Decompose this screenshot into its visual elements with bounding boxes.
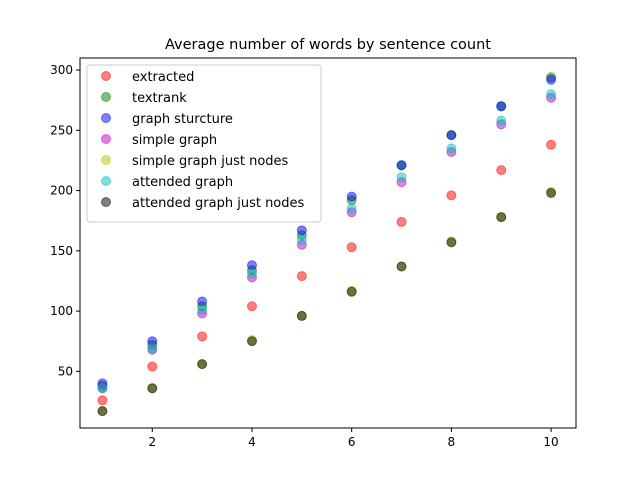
data-point (147, 343, 158, 354)
data-point (296, 310, 307, 321)
legend-box (86, 64, 322, 223)
legend-label: extracted (132, 70, 194, 85)
legend: extracted textrank graph sturcture simple g… (86, 64, 322, 223)
legend-marker (101, 176, 111, 186)
data-point (246, 260, 257, 271)
data-point (197, 304, 208, 315)
data-point (546, 74, 557, 85)
data-point (246, 268, 257, 279)
data-point (296, 234, 307, 245)
y-tick-label: 300 (50, 63, 73, 77)
data-point (396, 261, 407, 272)
data-point (496, 115, 507, 126)
y-tick-label: 250 (50, 123, 73, 137)
x-tick-label: 10 (543, 435, 558, 449)
legend-item: simple graph just nodes (101, 154, 289, 169)
legend-item: simple graph (101, 133, 217, 148)
series-extracted (97, 139, 557, 406)
data-point (97, 406, 108, 417)
plot-frame (79, 57, 577, 429)
legend-label: graph sturcture (132, 112, 233, 127)
x-axis: 2 4 6 8 10 (148, 428, 559, 449)
legend-marker (101, 113, 111, 123)
y-axis: 50 100 150 200 250 300 (50, 63, 80, 378)
legend-item: graph sturcture (101, 112, 233, 127)
data-point (346, 242, 357, 253)
legend-label: simple graph (132, 133, 217, 148)
data-point (396, 216, 407, 227)
data-point (446, 237, 457, 248)
data-point (147, 361, 158, 372)
data-point (496, 212, 507, 223)
data-point (197, 296, 208, 307)
data-point (97, 383, 108, 394)
x-tick-label: 6 (348, 435, 356, 449)
series-attended-graph-just-nodes (97, 187, 557, 417)
legend-marker (101, 155, 111, 165)
data-point (546, 187, 557, 198)
x-tick-label: 2 (148, 435, 156, 449)
data-point (346, 286, 357, 297)
data-point (546, 139, 557, 150)
data-point (197, 359, 208, 370)
y-tick-label: 200 (50, 184, 73, 198)
data-point (296, 271, 307, 282)
legend-marker (101, 134, 111, 144)
legend-marker (101, 197, 111, 207)
data-point (97, 395, 108, 406)
legend-item: extracted (101, 70, 194, 85)
data-point (446, 130, 457, 141)
data-point (147, 383, 158, 394)
data-point (446, 190, 457, 201)
series-attended-graph (97, 89, 557, 394)
y-tick-label: 100 (50, 304, 73, 318)
data-point (246, 336, 257, 347)
legend-item: attended graph just nodes (101, 196, 305, 211)
data-point (396, 172, 407, 183)
legend-item: textrank (101, 91, 187, 106)
plot-area (97, 72, 557, 417)
legend-label: simple graph just nodes (132, 154, 289, 169)
data-point (396, 160, 407, 171)
chart-title: Average number of words by sentence coun… (165, 37, 491, 53)
data-point (496, 101, 507, 112)
legend-marker (101, 92, 111, 102)
legend-label: textrank (132, 91, 187, 106)
data-point (496, 165, 507, 176)
data-point (197, 331, 208, 342)
data-point (546, 89, 557, 100)
data-point (246, 301, 257, 312)
data-point (346, 191, 357, 202)
legend-item: attended graph (101, 175, 233, 190)
legend-label: attended graph (132, 175, 233, 190)
legend-label: attended graph just nodes (132, 196, 305, 211)
legend-marker (101, 71, 111, 81)
x-tick-label: 4 (248, 435, 256, 449)
data-point (446, 143, 457, 154)
y-tick-label: 50 (58, 364, 73, 378)
data-point (346, 203, 357, 214)
y-tick-label: 150 (50, 244, 73, 258)
x-tick-label: 8 (448, 435, 456, 449)
data-point (296, 225, 307, 236)
